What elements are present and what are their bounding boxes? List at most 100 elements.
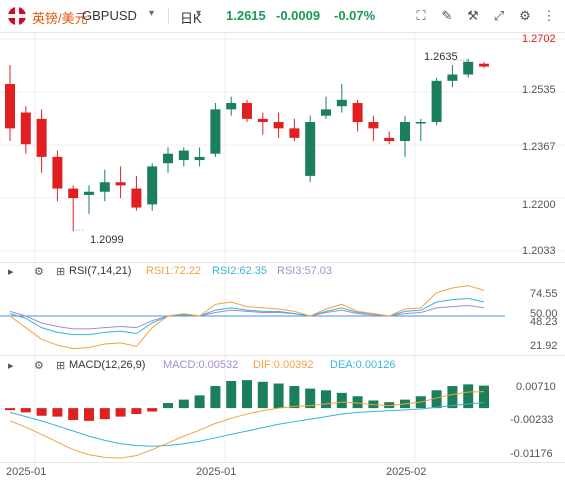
- macd-bar: [178, 399, 189, 409]
- more-icon[interactable]: ⋮: [542, 8, 556, 23]
- macd-bar: [99, 408, 110, 420]
- macd-y-label: -0.01176: [510, 448, 553, 460]
- macd-bar: [194, 395, 205, 409]
- candle-body: [147, 166, 158, 205]
- candle-body: [99, 182, 110, 192]
- candle-body: [163, 153, 173, 164]
- panel-divider: [0, 355, 565, 356]
- x-label: 2025-02: [386, 466, 427, 478]
- current-price: 1.2615: [226, 8, 266, 23]
- rsi3-value: RSI3:57.03: [277, 265, 333, 277]
- macd-bar: [226, 380, 237, 409]
- macd-bar: [352, 396, 363, 409]
- macd-bar: [321, 390, 331, 409]
- dif-line: [9, 391, 485, 459]
- price-change-percent: -0.07%: [334, 8, 376, 23]
- settings-icon[interactable]: ⚙: [34, 266, 44, 278]
- macd-bar: [242, 380, 252, 409]
- candle-body: [5, 83, 15, 129]
- panel-divider: [0, 262, 565, 263]
- candle-body: [52, 156, 63, 189]
- add-icon[interactable]: ⊞: [56, 360, 66, 372]
- macd-value: MACD:0.00532: [163, 359, 239, 371]
- rsi-y-label: 48.23: [530, 316, 558, 328]
- symbol-dropdown-icon[interactable]: ▾: [149, 8, 155, 19]
- candles-layer: [5, 58, 489, 232]
- macd-layer: [5, 380, 489, 459]
- dea-line: [9, 402, 485, 447]
- rsi-y-label: 21.92: [530, 340, 558, 352]
- macd-bar: [479, 385, 489, 409]
- rsi1-value: RSI1:72.22: [146, 265, 202, 277]
- high-label: 1.2635: [424, 51, 458, 63]
- candle-body: [384, 137, 395, 142]
- candle-body: [479, 63, 489, 67]
- y-label: 1.2033: [522, 245, 556, 257]
- y-label: 1.2535: [522, 84, 556, 96]
- y-label: 1.2200: [522, 199, 556, 211]
- tools-icon[interactable]: ⚒: [467, 8, 479, 23]
- candle-body: [257, 118, 268, 123]
- macd-y-label: -0.00233: [510, 414, 554, 426]
- low-label: 1.2099: [90, 234, 124, 246]
- macd-bar: [431, 390, 442, 409]
- candle-body: [36, 118, 47, 157]
- candle-body: [463, 61, 474, 75]
- macd-bar: [163, 403, 173, 409]
- candle-body: [226, 103, 237, 110]
- x-label: 2025-01: [196, 466, 237, 478]
- chart-header: [0, 0, 565, 33]
- candle-body: [178, 150, 189, 161]
- candle-body: [20, 112, 31, 145]
- pair-name[interactable]: 英镑/美元: [32, 11, 88, 26]
- fullscreen-icon[interactable]: ⛶: [416, 8, 426, 23]
- rsi1-line: [9, 285, 485, 350]
- macd-bar: [147, 408, 158, 412]
- macd-bar: [52, 408, 63, 417]
- x-label: 2025-01: [6, 466, 47, 478]
- rsi3-line: [9, 304, 485, 330]
- macd-bar: [36, 408, 47, 416]
- candle-body: [336, 99, 347, 107]
- chart-canvas[interactable]: [0, 33, 565, 486]
- macd-bar: [273, 383, 284, 409]
- symbol-label[interactable]: GBPUSD: [82, 8, 137, 23]
- candle-body: [210, 109, 221, 154]
- expand-icon[interactable]: ⤢: [493, 8, 505, 23]
- collapse-icon[interactable]: ▸: [8, 360, 14, 372]
- candle-body: [447, 74, 458, 81]
- draw-icon[interactable]: ✎: [441, 8, 453, 23]
- candle-body: [321, 109, 331, 116]
- macd-bar: [84, 408, 94, 421]
- collapse-icon[interactable]: ▸: [8, 266, 14, 278]
- price-change: -0.0009: [276, 8, 321, 23]
- macd-bar: [5, 408, 15, 411]
- panel-divider: [0, 462, 565, 463]
- macd-bar: [447, 386, 458, 409]
- macd-bar: [210, 386, 221, 409]
- macd-y-label: 0.00710: [516, 381, 556, 393]
- candle-body: [431, 80, 442, 123]
- macd-bar: [68, 408, 79, 420]
- candle-body: [273, 122, 284, 129]
- candle-body: [84, 191, 94, 195]
- candle-body: [368, 122, 379, 129]
- settings-icon[interactable]: ⚙: [34, 360, 44, 372]
- rsi-layer: [0, 285, 505, 350]
- rsi2-value: RSI2:62.35: [212, 265, 268, 277]
- candle-body: [242, 103, 252, 119]
- candle-body: [352, 103, 363, 123]
- candle-body: [194, 156, 205, 161]
- dea-value: DEA:0.00126: [330, 359, 396, 371]
- macd-bar: [131, 408, 142, 415]
- macd-bar: [463, 384, 474, 409]
- timeframe-dropdown-icon[interactable]: ▾: [196, 8, 202, 19]
- candle-body: [115, 182, 126, 186]
- timeframe-selector[interactable]: 日K: [180, 11, 202, 26]
- settings-icon[interactable]: ⚙: [519, 8, 531, 23]
- rsi-title: RSI(7,14,21): [69, 265, 132, 277]
- last-price-label: 1.2702: [522, 33, 556, 45]
- add-icon[interactable]: ⊞: [56, 266, 66, 278]
- rsi-y-label: 50.00: [530, 308, 558, 320]
- rsi-y-label: 74.55: [530, 288, 558, 300]
